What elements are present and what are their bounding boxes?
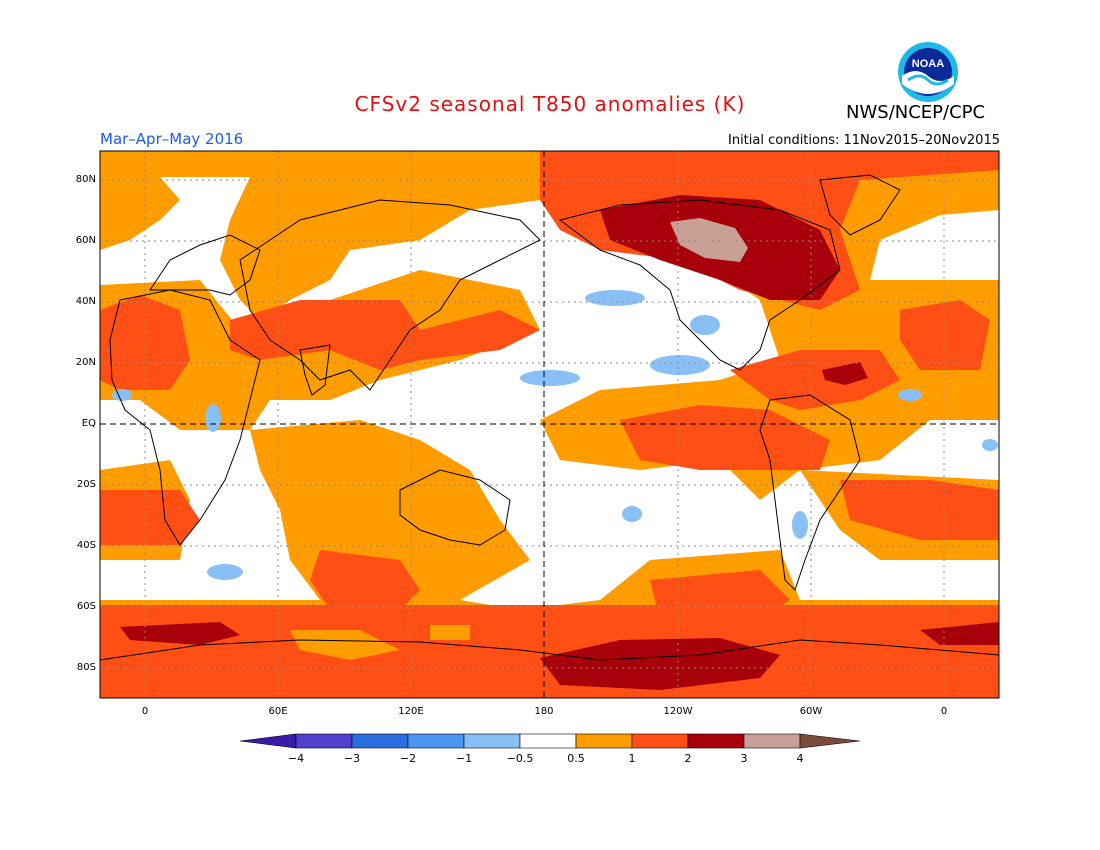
lon-label-0-east: 0: [940, 706, 948, 717]
lat-label-eq: EQ: [81, 418, 96, 429]
agency-label: NWS/NCEP/CPC: [846, 102, 986, 123]
colorbar-seg-neg3-neg2: [351, 733, 409, 749]
colorbar-seg-neg4-neg3: [295, 733, 353, 749]
lat-label-20s: 20S: [76, 479, 96, 490]
colorbar-seg-05-1: [575, 733, 633, 749]
lat-label-60n: 60N: [75, 235, 96, 246]
colorbar-label-neg1: −1: [455, 752, 473, 765]
lon-label-120w: 120W: [663, 706, 693, 717]
map-frame: [99, 150, 1000, 699]
season-label: Mar–Apr–May 2016: [100, 130, 244, 148]
colorbar-seg-lt-neg4: [239, 733, 297, 749]
lat-label-20n: 20N: [75, 357, 96, 368]
lat-label-60s: 60S: [76, 601, 96, 612]
lat-label-40s: 40S: [76, 540, 96, 551]
colorbar-seg-1-2: [631, 733, 689, 749]
equator-dateline: [100, 151, 999, 698]
lon-label-0-west: 0: [141, 706, 149, 717]
colorbar-label-neg3: −3: [343, 752, 361, 765]
lat-label-80s: 80S: [76, 662, 96, 673]
lon-label-180: 180: [534, 706, 554, 717]
lon-label-120e: 120E: [398, 706, 424, 717]
lon-label-60e: 60E: [268, 706, 288, 717]
colorbar-label-neg2: −2: [399, 752, 417, 765]
noaa-logo: NOAA: [898, 42, 958, 102]
map-gridlines: [100, 151, 999, 698]
colorbar-label-3: 3: [740, 752, 748, 765]
colorbar-seg-neg2-neg1: [407, 733, 465, 749]
colorbar-label-1: 1: [628, 752, 636, 765]
chart-title: CFSv2 seasonal T850 anomalies (K): [354, 92, 746, 116]
noaa-logo-text: NOAA: [912, 58, 944, 70]
colorbar-label-neg05: −0.5: [506, 752, 534, 765]
colorbar-label-4: 4: [796, 752, 804, 765]
lat-label-80n: 80N: [75, 174, 96, 185]
colorbar-label-05: 0.5: [567, 752, 585, 765]
colorbar-seg-2-3: [687, 733, 745, 749]
colorbar-label-2: 2: [684, 752, 692, 765]
colorbar-seg-gt-4: [799, 733, 861, 749]
colorbar-seg-3-4: [743, 733, 801, 749]
initial-conditions-label: Initial conditions: 11Nov2015–20Nov2015: [728, 133, 1000, 148]
colorbar-seg-neg05-05: [519, 733, 577, 749]
anomaly-05-1-south: [290, 625, 470, 660]
lat-label-40n: 40N: [75, 296, 96, 307]
colorbar: [239, 733, 861, 749]
anomaly-3-4-region: [670, 218, 748, 262]
lon-label-60w: 60W: [799, 706, 823, 717]
colorbar-label-neg4: −4: [287, 752, 305, 765]
colorbar-seg-neg1-neg05: [463, 733, 521, 749]
coastlines: [100, 174, 999, 661]
